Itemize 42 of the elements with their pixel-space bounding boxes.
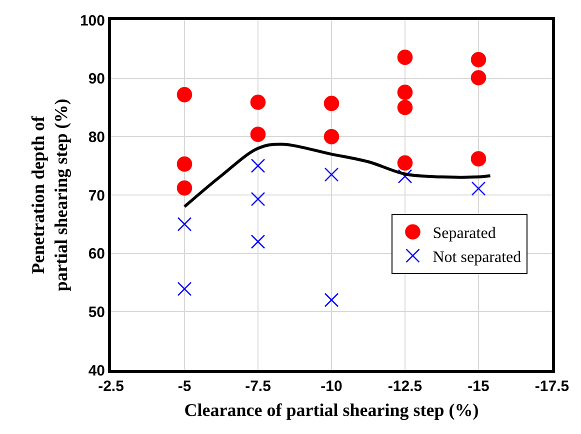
y-tick-label: 100 xyxy=(80,12,105,30)
point xyxy=(177,217,192,232)
y-axis-title: Penetration depth of partial shearing step (%) xyxy=(28,98,72,292)
point xyxy=(176,156,192,172)
point xyxy=(250,94,266,110)
point xyxy=(470,52,486,68)
x-tick-label: -7.5 xyxy=(245,378,271,395)
y-tick-label: 80 xyxy=(88,128,105,146)
x-axis-title: Clearance of partial shearing step (%) xyxy=(184,400,479,420)
x-tick-label: -5 xyxy=(178,378,192,395)
point xyxy=(177,282,192,296)
y-tick-label: 60 xyxy=(88,246,105,263)
point xyxy=(324,96,340,112)
point xyxy=(397,100,413,116)
point xyxy=(250,158,266,173)
point xyxy=(176,87,192,102)
point xyxy=(470,151,486,166)
point xyxy=(324,292,339,308)
x-tick-label: -17.5 xyxy=(534,378,570,395)
point xyxy=(397,84,413,100)
point xyxy=(250,126,266,142)
y-tick-label: 70 xyxy=(88,187,105,204)
point xyxy=(250,234,266,249)
y-tick-label: 40 xyxy=(88,362,105,380)
line-series xyxy=(183,142,492,208)
x-tick-label: -15 xyxy=(468,378,490,395)
x-tick-label: -2.5 xyxy=(98,378,124,395)
y-tick-label: 90 xyxy=(88,70,105,88)
point xyxy=(324,129,340,144)
legend-label: Separated xyxy=(432,225,496,242)
point xyxy=(250,192,266,206)
point xyxy=(324,167,339,182)
x-tick-label: -12.5 xyxy=(388,378,422,395)
point xyxy=(470,70,486,86)
point xyxy=(397,50,413,65)
point xyxy=(471,181,486,196)
x-tick-label: -10 xyxy=(320,378,342,395)
point xyxy=(176,180,192,196)
legend-label: Not separated xyxy=(432,248,522,266)
point xyxy=(398,169,412,184)
point xyxy=(397,155,413,171)
y-tick-label: 50 xyxy=(88,304,105,321)
